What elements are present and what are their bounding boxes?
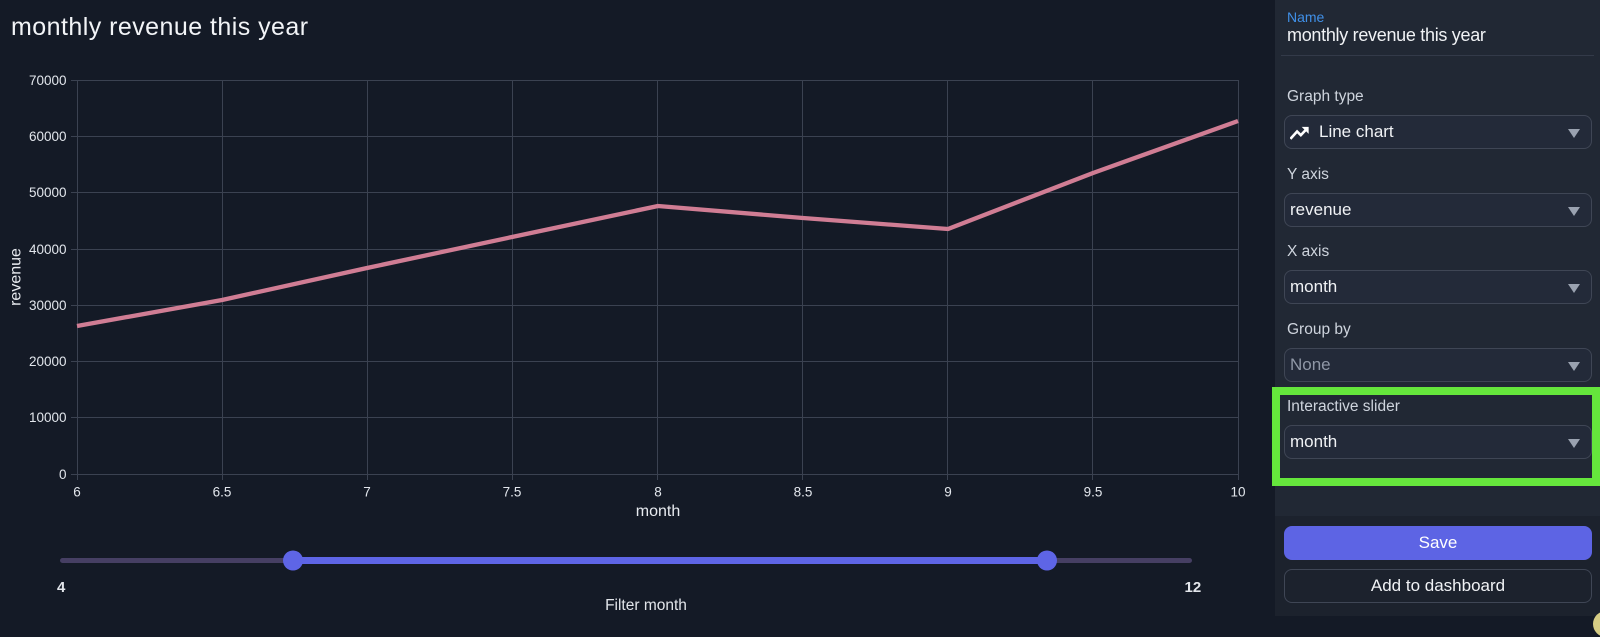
svg-text:7.5: 7.5 <box>503 485 522 500</box>
svg-text:12: 12 <box>1185 579 1202 596</box>
svg-text:0: 0 <box>59 467 67 482</box>
svg-text:50000: 50000 <box>29 185 67 200</box>
svg-text:4: 4 <box>57 579 66 596</box>
svg-text:40000: 40000 <box>29 242 67 257</box>
svg-text:9: 9 <box>944 485 952 500</box>
svg-text:30000: 30000 <box>29 298 67 313</box>
svg-text:10000: 10000 <box>29 410 67 425</box>
svg-text:6: 6 <box>73 485 81 500</box>
svg-text:9.5: 9.5 <box>1084 485 1103 500</box>
svg-text:70000: 70000 <box>29 73 67 88</box>
svg-text:7: 7 <box>363 485 371 500</box>
svg-text:60000: 60000 <box>29 129 67 144</box>
svg-text:8: 8 <box>654 485 662 500</box>
svg-text:revenue: revenue <box>8 248 25 306</box>
svg-text:month: month <box>636 503 680 520</box>
svg-text:10: 10 <box>1230 485 1245 500</box>
svg-text:Filter month: Filter month <box>605 597 687 614</box>
svg-text:8.5: 8.5 <box>794 485 813 500</box>
svg-text:20000: 20000 <box>29 354 67 369</box>
svg-text:6.5: 6.5 <box>213 485 232 500</box>
